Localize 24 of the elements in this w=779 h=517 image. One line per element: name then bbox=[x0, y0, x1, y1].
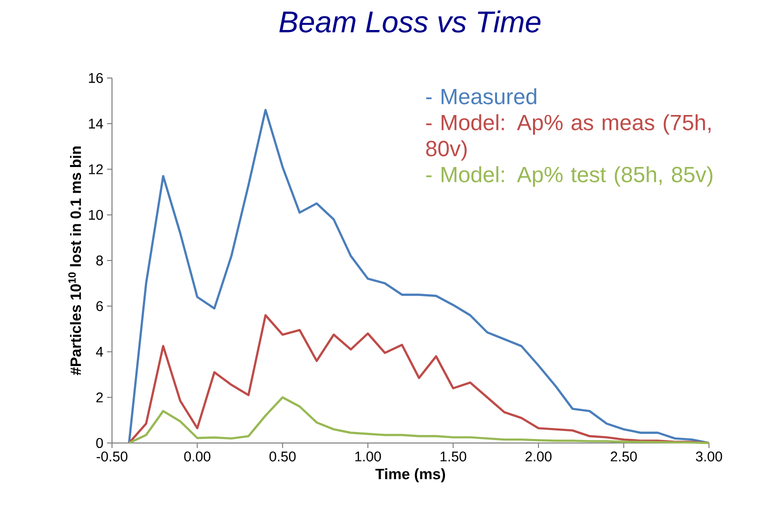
x-tick-label: 2.00 bbox=[526, 452, 552, 462]
y-tick-label: 6 bbox=[96, 301, 103, 312]
y-tick-label: 14 bbox=[88, 118, 104, 128]
y-tick-label: 10 bbox=[88, 210, 103, 220]
y-tick-label: 4 bbox=[96, 346, 104, 357]
text: - Model: Ap% test (85h, 85v) bbox=[426, 166, 712, 187]
text: - Model: Ap% as meas (75h, 80v) bbox=[426, 114, 711, 161]
y-tick-label: 12 bbox=[88, 164, 103, 174]
line-series bbox=[128, 108, 710, 444]
x-tick-label: 1.50 bbox=[440, 452, 466, 462]
chart-title: Beam Loss vs Time bbox=[279, 10, 540, 33]
y-axis-title: #Particles 10$^{10}$ lost in 0.1 ms bin bbox=[68, 146, 82, 376]
y-tick-label: 2 bbox=[96, 392, 103, 402]
y-tick-label: 0 bbox=[96, 438, 103, 448]
x-tick-label: 3.00 bbox=[696, 452, 722, 462]
x-tick-label: 0.50 bbox=[270, 452, 296, 462]
text: - Measured bbox=[426, 88, 536, 104]
y-tick-label: 16 bbox=[88, 73, 103, 83]
x-axis-title: Time (ms) bbox=[375, 468, 446, 482]
x-tick-label: 1.00 bbox=[355, 452, 381, 462]
x-tick-label: 2.50 bbox=[610, 452, 637, 462]
y-tick-label: 8 bbox=[96, 256, 103, 266]
x-tick-label: 0.00 bbox=[184, 452, 210, 462]
x-tick-label: -0.50 bbox=[96, 452, 128, 462]
